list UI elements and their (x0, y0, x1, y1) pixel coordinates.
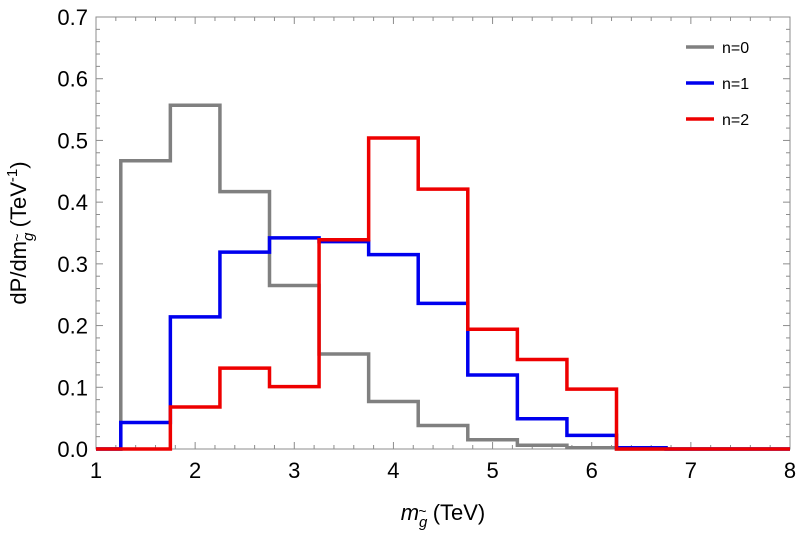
x-tick-label: 1 (90, 458, 102, 483)
y-tick-label: 0.3 (57, 252, 88, 277)
y-tick-label: 0.4 (57, 190, 88, 215)
legend-label: n=2 (722, 112, 749, 129)
x-tick-label: 2 (189, 458, 201, 483)
y-axis-title: dP/dmg~ (TeV-1) (4, 161, 37, 304)
legend: n=0 n=1 n=2 (686, 40, 749, 129)
y-tick-label: 0.1 (57, 375, 88, 400)
series-lines (96, 103, 790, 451)
x-axis-ticks: 1 2 3 4 5 6 7 8 (90, 17, 796, 483)
y-tick-label: 0.7 (57, 5, 88, 30)
series-line-n1 (96, 236, 790, 451)
x-tick-label: 5 (486, 458, 498, 483)
x-tick-label: 6 (586, 458, 598, 483)
x-axis-title: mg~ (TeV) (401, 500, 486, 531)
series-line-n2 (96, 136, 790, 451)
legend-label: n=1 (722, 76, 749, 93)
x-tick-label: 7 (685, 458, 697, 483)
y-axis-ticks: 0.0 0.1 0.2 0.3 0.4 0.5 0.6 0.7 (57, 5, 790, 462)
legend-label: n=0 (722, 40, 749, 57)
y-tick-label: 0.5 (57, 128, 88, 153)
x-tick-label: 3 (288, 458, 300, 483)
plot-frame (95, 16, 791, 450)
y-tick-label: 0.2 (57, 314, 88, 339)
x-tick-label: 4 (387, 458, 399, 483)
y-tick-label: 0.6 (57, 67, 88, 92)
x-tick-label: 8 (784, 458, 796, 483)
series-line-n0 (96, 103, 790, 451)
y-tick-label: 0.0 (57, 437, 88, 462)
